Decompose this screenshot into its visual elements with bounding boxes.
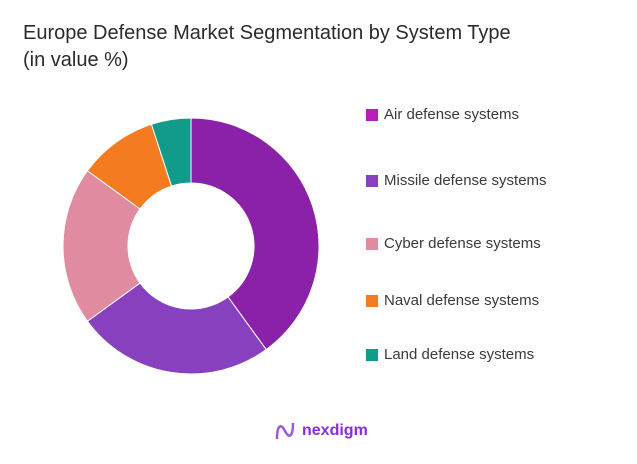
slice-cyber-defense-systems bbox=[62, 170, 141, 322]
legend-swatch bbox=[366, 294, 378, 307]
legend-label: Missile defense systems bbox=[384, 172, 547, 189]
legend-label: Naval defense systems bbox=[384, 292, 540, 309]
legend-item: Missile defense systems bbox=[366, 172, 547, 189]
legend-swatch bbox=[366, 108, 378, 121]
brand-logo: nexdigm bbox=[275, 421, 368, 441]
legend-swatch bbox=[366, 237, 378, 250]
legend-item: Cyber defense systems bbox=[366, 235, 541, 252]
legend-swatch bbox=[366, 348, 378, 361]
title-text: Europe Defense Market Segmentation by Sy… bbox=[23, 22, 511, 44]
chart-title: Europe Defense Market Segmentation by Sy… bbox=[23, 20, 603, 74]
legend-label: Land defense systems bbox=[384, 346, 535, 363]
nexdigm-logo-icon bbox=[275, 422, 295, 440]
legend-label: Cyber defense systems bbox=[384, 235, 541, 252]
slice-missile-defense-systems bbox=[86, 282, 267, 375]
legend-item: Air defense systems bbox=[366, 106, 519, 123]
slice-air-defense-systems bbox=[190, 117, 320, 351]
brand-name: nexdigm bbox=[302, 422, 368, 439]
slice-land-defense-systems bbox=[150, 117, 192, 187]
subtitle-text: (in value %) bbox=[23, 49, 129, 71]
legend-swatch bbox=[366, 174, 378, 187]
legend-label: Air defense systems bbox=[384, 106, 520, 123]
legend-item: Land defense systems bbox=[366, 346, 534, 363]
legend-item: Naval defense systems bbox=[366, 292, 539, 309]
